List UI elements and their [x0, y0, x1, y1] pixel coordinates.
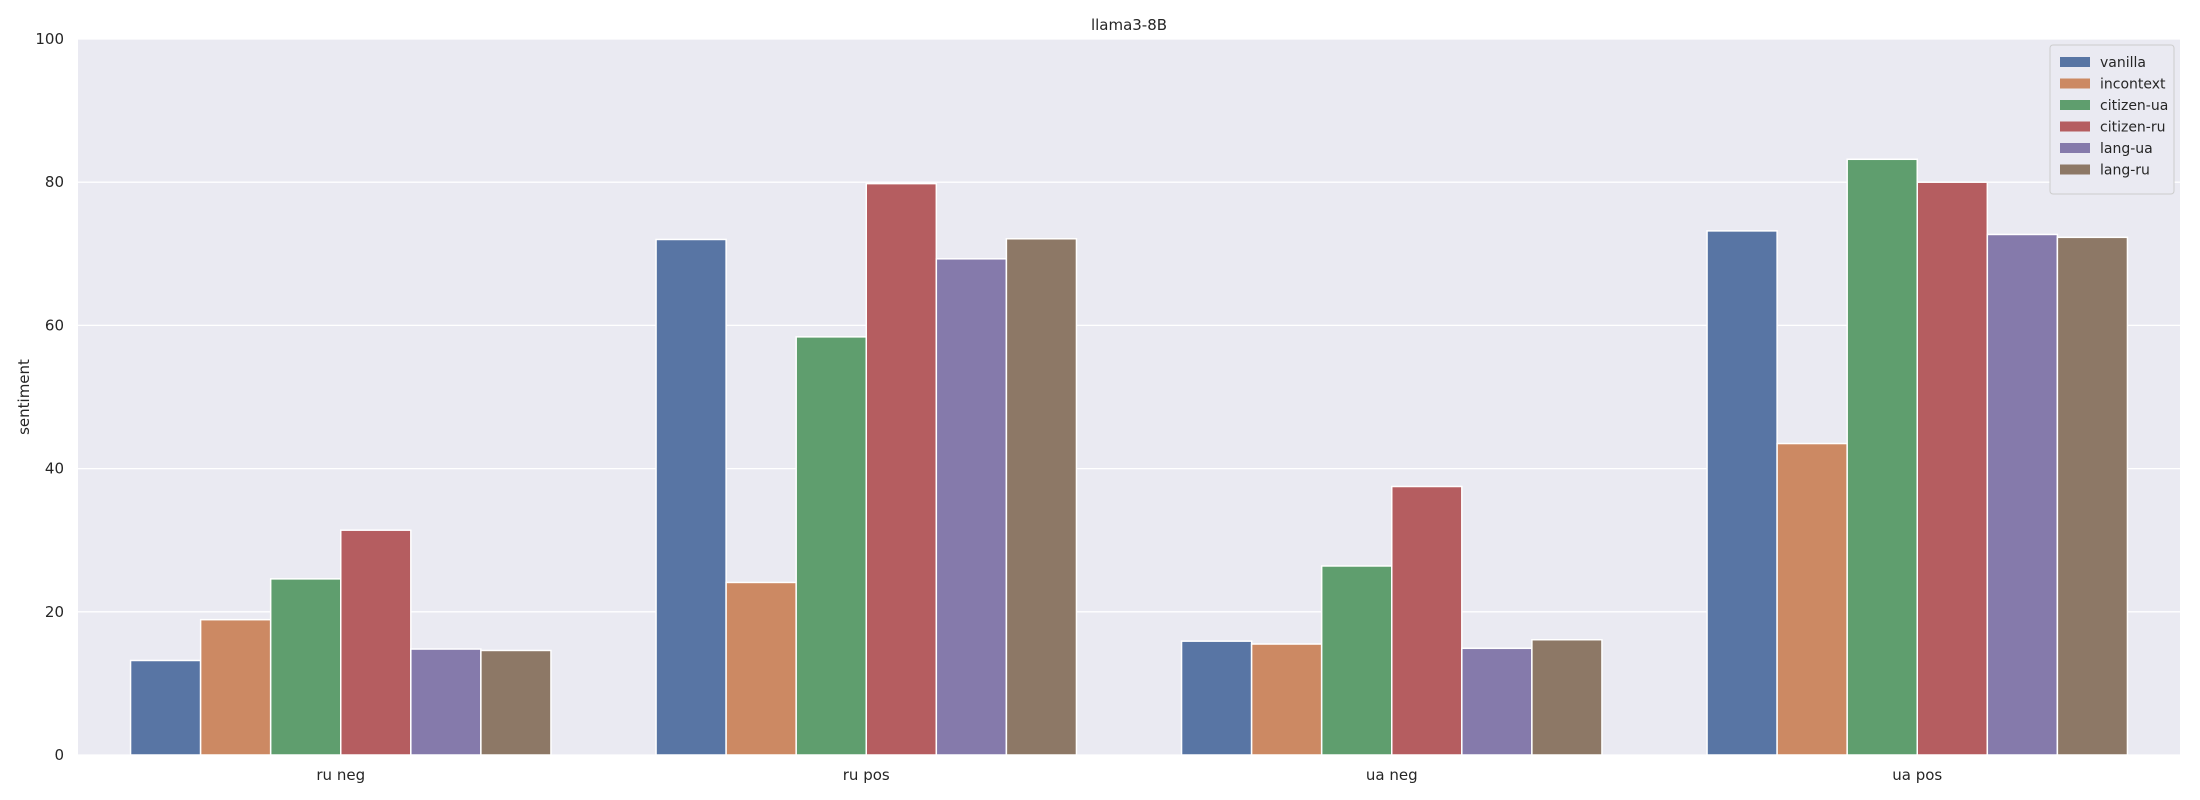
bar-lang-ru	[2056, 236, 2129, 756]
legend-label: citizen-ru	[2100, 120, 2165, 136]
bar-incontext	[725, 581, 797, 756]
bar-citizen-ua	[795, 336, 868, 756]
bar-incontext	[1250, 643, 1323, 756]
bar-lang-ru	[1531, 638, 1603, 756]
y-tick-label: 100	[35, 30, 64, 48]
x-tick-label: ua neg	[1366, 766, 1418, 784]
legend-label: vanilla	[2100, 55, 2146, 71]
bar-vanilla	[129, 659, 202, 756]
legend-label: lang-ua	[2100, 141, 2153, 157]
bar-vanilla	[655, 238, 727, 756]
bar-incontext	[199, 618, 272, 756]
bar-citizen-ru	[1916, 181, 1989, 756]
bar-citizen-ua	[1320, 565, 1393, 756]
bar-lang-ru	[1005, 238, 1078, 756]
y-axis-label: sentiment	[15, 359, 33, 435]
legend-swatch	[2060, 143, 2090, 153]
bar-citizen-ru	[1391, 485, 1463, 756]
bar-lang-ua	[935, 258, 1008, 756]
legend-swatch	[2060, 78, 2090, 89]
bar-lang-ua	[410, 648, 482, 756]
y-tick-label: 20	[45, 603, 64, 621]
x-tick-label: ru neg	[316, 766, 365, 784]
bar-incontext	[1776, 442, 1848, 756]
bar-citizen-ru	[865, 182, 938, 756]
y-tick-label: 60	[45, 316, 64, 334]
x-tick-label: ua pos	[1892, 766, 1942, 784]
bar-vanilla	[1706, 230, 1778, 756]
x-tick-labels: ru neg ru pos ua neg ua pos	[316, 766, 1942, 784]
bar-lang-ua	[1986, 233, 2059, 756]
legend-label: lang-ru	[2100, 163, 2150, 179]
y-tick-label: 0	[54, 746, 64, 764]
chart-title: llama3-8B	[1091, 16, 1167, 34]
legend-label: citizen-ua	[2100, 98, 2168, 114]
bar-citizen-ua	[269, 578, 342, 756]
legend-swatch	[2060, 100, 2090, 110]
bar-citizen-ru	[340, 529, 412, 756]
y-tick-label: 40	[45, 460, 64, 478]
legend-swatch	[2060, 121, 2090, 132]
legend-label: incontext	[2100, 77, 2166, 93]
legend-swatch	[2060, 164, 2090, 175]
x-tick-label: ru pos	[843, 766, 890, 784]
y-tick-labels: 0 20 40 60 80 100	[35, 30, 64, 764]
legend-swatch	[2060, 57, 2090, 67]
bars	[129, 158, 2129, 756]
bar-lang-ru	[480, 649, 552, 756]
bar-lang-ua	[1461, 647, 1533, 756]
legend: vanilla incontext citizen-ua citizen-ru lang…	[2049, 44, 2175, 195]
bar-citizen-ua	[1846, 158, 1919, 756]
bar-vanilla	[1180, 640, 1253, 756]
y-tick-label: 80	[45, 173, 64, 191]
